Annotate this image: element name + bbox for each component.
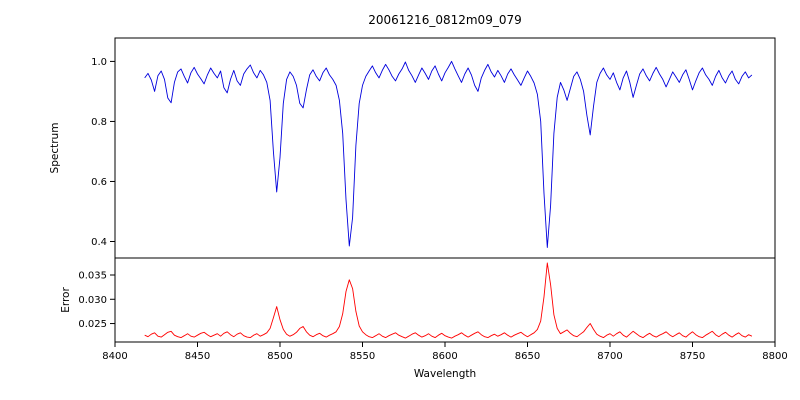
error-line [144, 262, 753, 339]
x-tick-label: 8700 [597, 351, 622, 362]
x-tick-label: 8400 [102, 351, 127, 362]
x-axis-label: Wavelength [413, 368, 477, 380]
x-tick-label: 8500 [267, 351, 292, 362]
spectrum-line [144, 60, 753, 248]
spectrum-y-axis-label: Spectrum [49, 122, 61, 174]
spectrum-y-tick-label: 0.6 [91, 177, 107, 188]
chart-title: 20061216_0812m09_079 [368, 13, 522, 27]
error-y-tick-label: 0.035 [78, 270, 107, 281]
x-tick-label: 8650 [515, 351, 540, 362]
spectrum-y-tick-label: 0.8 [91, 117, 107, 128]
spectrum-y-tick-label: 1.0 [91, 57, 107, 68]
error-y-ticks: 0.025 0.030 0.035 [78, 270, 115, 330]
x-tick-label: 8800 [762, 351, 787, 362]
error-y-tick-label: 0.025 [78, 319, 107, 330]
spectrum-y-ticks: 0.4 0.6 0.8 1.0 [91, 57, 115, 248]
error-y-tick-label: 0.030 [78, 295, 107, 306]
error-y-axis-label: Error [60, 287, 72, 313]
spectrum-axes-frame [114, 37, 776, 259]
x-tick-label: 8600 [432, 351, 457, 362]
x-tick-label: 8750 [680, 351, 705, 362]
error-axes-frame [114, 257, 776, 343]
spectrum-y-tick-label: 0.4 [91, 237, 107, 248]
x-tick-label: 8550 [350, 351, 375, 362]
x-tick-label: 8450 [185, 351, 210, 362]
spectrum-panel: 0.4 0.6 0.8 1.0 [91, 37, 776, 259]
x-ticks: 8400 8450 8500 8550 8600 8650 8700 8750 8800 [102, 342, 788, 362]
